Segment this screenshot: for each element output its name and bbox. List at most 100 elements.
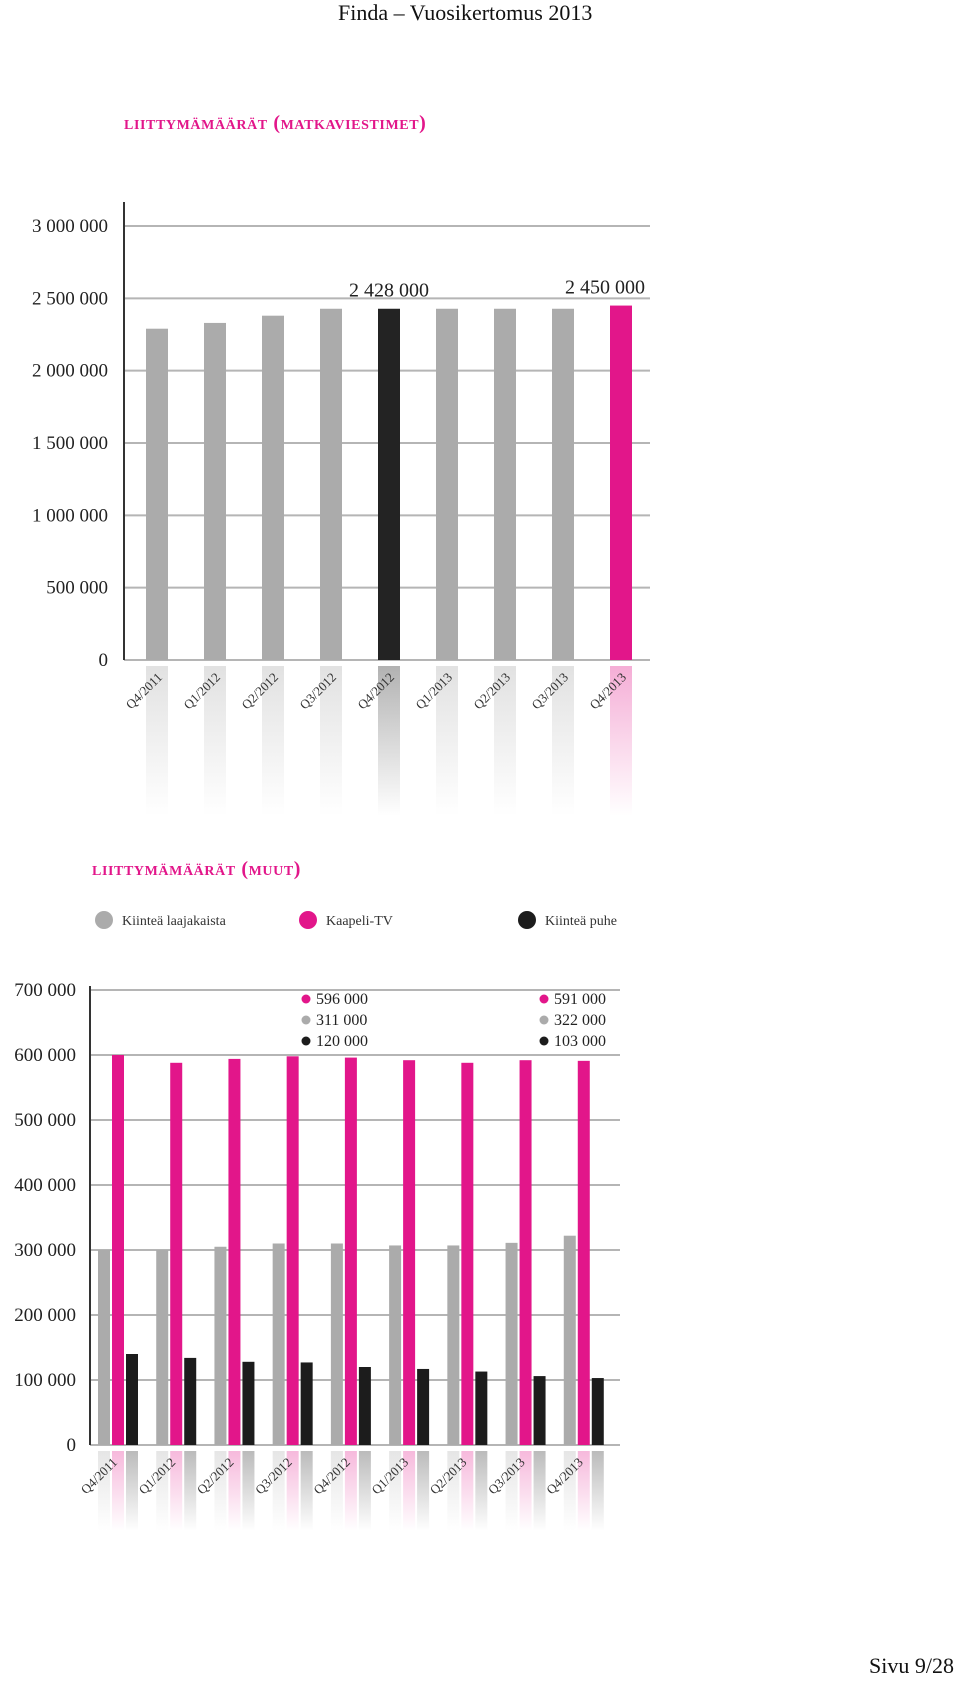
bar-reflection bbox=[344, 1451, 357, 1531]
y-tick-label: 0 bbox=[99, 650, 109, 671]
bar bbox=[519, 1060, 532, 1445]
y-tick-label: 1 500 000 bbox=[32, 433, 108, 454]
y-tick-label: 600 000 bbox=[14, 1045, 76, 1066]
bar bbox=[610, 305, 632, 660]
y-tick-label: 300 000 bbox=[14, 1240, 76, 1261]
bar-reflection bbox=[563, 1451, 576, 1531]
legend-label: Kiinteä puhe bbox=[545, 914, 617, 929]
bar-reflection bbox=[475, 1451, 488, 1531]
bar-reflection bbox=[389, 1451, 402, 1531]
bar bbox=[300, 1362, 313, 1445]
annotation-marker bbox=[301, 1036, 311, 1046]
bar-reflection bbox=[403, 1451, 416, 1531]
bar bbox=[286, 1056, 299, 1445]
bar bbox=[563, 1235, 576, 1445]
bar bbox=[344, 1057, 357, 1445]
bar-reflection bbox=[417, 1451, 430, 1531]
bar bbox=[112, 1055, 124, 1445]
bar-reflection bbox=[98, 1451, 110, 1531]
bar-reflection bbox=[214, 1451, 227, 1531]
bar bbox=[242, 1361, 255, 1445]
bar-reflection bbox=[146, 666, 168, 816]
y-tick-label: 500 000 bbox=[46, 578, 108, 599]
bar bbox=[262, 315, 284, 660]
y-tick-label: 500 000 bbox=[14, 1110, 76, 1131]
annotation-marker bbox=[539, 994, 549, 1004]
bar-reflection bbox=[591, 1451, 604, 1531]
bar-reflection bbox=[170, 1451, 183, 1531]
bar-reflection bbox=[461, 1451, 474, 1531]
legend-marker bbox=[95, 911, 113, 929]
bar-reflection bbox=[272, 1451, 285, 1531]
data-label: 2 428 000 bbox=[349, 280, 429, 302]
annotation-marker bbox=[539, 1036, 549, 1046]
bar bbox=[146, 328, 168, 660]
chart-muut: Kiinteä laajakaista Kaapeli-TV Kiinteä puh… bbox=[14, 911, 620, 1531]
annotation-value: 103 000 bbox=[554, 1033, 606, 1050]
page-footer: Sivu 9/28 bbox=[869, 1653, 954, 1678]
bar-reflection bbox=[494, 666, 516, 816]
annotation-marker bbox=[301, 994, 311, 1004]
y-tick-label: 2 000 000 bbox=[32, 361, 108, 382]
bar bbox=[272, 1243, 285, 1445]
annotation-value: 311 000 bbox=[316, 1012, 367, 1029]
legend-marker bbox=[518, 911, 536, 929]
bar bbox=[320, 308, 342, 660]
bar bbox=[98, 1250, 110, 1445]
bar-reflection bbox=[533, 1451, 546, 1531]
bar-reflection bbox=[378, 666, 400, 816]
bar bbox=[591, 1378, 604, 1445]
annotation-value: 591 000 bbox=[554, 991, 606, 1008]
bar bbox=[156, 1250, 169, 1445]
bar-reflection bbox=[320, 666, 342, 816]
bar bbox=[494, 308, 516, 660]
bar bbox=[378, 308, 400, 660]
bar bbox=[389, 1245, 402, 1445]
chart-matkaviestimet: 0 500 000 1 000 000 1 500 000 2 000 000 2 500… bbox=[32, 202, 650, 816]
bar bbox=[403, 1060, 416, 1445]
bar-reflection bbox=[577, 1451, 590, 1531]
y-tick-label: 100 000 bbox=[14, 1370, 76, 1391]
bar bbox=[505, 1242, 518, 1445]
bar bbox=[330, 1243, 343, 1445]
bar-reflection bbox=[436, 666, 458, 816]
y-tick-label: 1 000 000 bbox=[32, 505, 108, 526]
chart-2-title: liittymämäärät (muut) bbox=[92, 858, 302, 880]
bar bbox=[461, 1062, 474, 1445]
bar-reflection bbox=[330, 1451, 343, 1531]
annotation-marker bbox=[539, 1015, 549, 1025]
bar-reflection bbox=[156, 1451, 169, 1531]
annotation-value: 322 000 bbox=[554, 1012, 606, 1029]
bar-reflection bbox=[358, 1451, 371, 1531]
annotation-value: 120 000 bbox=[316, 1033, 368, 1050]
y-tick-label: 3 000 000 bbox=[32, 216, 108, 237]
bar-reflection bbox=[228, 1451, 241, 1531]
y-tick-label: 200 000 bbox=[14, 1305, 76, 1326]
bar bbox=[214, 1246, 227, 1445]
legend-label: Kiinteä laajakaista bbox=[122, 914, 227, 929]
annotation-marker bbox=[301, 1015, 311, 1025]
bar bbox=[436, 308, 458, 660]
bar-reflection bbox=[262, 666, 284, 816]
bar-reflection bbox=[242, 1451, 255, 1531]
bar bbox=[417, 1368, 430, 1445]
bar-reflection bbox=[204, 666, 226, 816]
bar bbox=[533, 1376, 546, 1445]
bar-reflection bbox=[552, 666, 574, 816]
y-tick-label: 700 000 bbox=[14, 980, 76, 1001]
bar-reflection bbox=[286, 1451, 299, 1531]
bar-reflection bbox=[184, 1451, 197, 1531]
bar bbox=[577, 1060, 590, 1445]
bar-reflection bbox=[447, 1451, 460, 1531]
bar-reflection bbox=[505, 1451, 518, 1531]
bar bbox=[228, 1058, 241, 1445]
bar-reflection bbox=[300, 1451, 313, 1531]
bar-reflection bbox=[519, 1451, 532, 1531]
bar-reflection bbox=[126, 1451, 138, 1531]
annotation-value: 596 000 bbox=[316, 991, 368, 1008]
bar bbox=[170, 1062, 183, 1445]
chart-1-title: liittymämäärät (matkaviestimet) bbox=[124, 112, 427, 134]
y-tick-label: 0 bbox=[67, 1435, 77, 1456]
bar bbox=[552, 308, 574, 660]
bar bbox=[126, 1354, 138, 1445]
